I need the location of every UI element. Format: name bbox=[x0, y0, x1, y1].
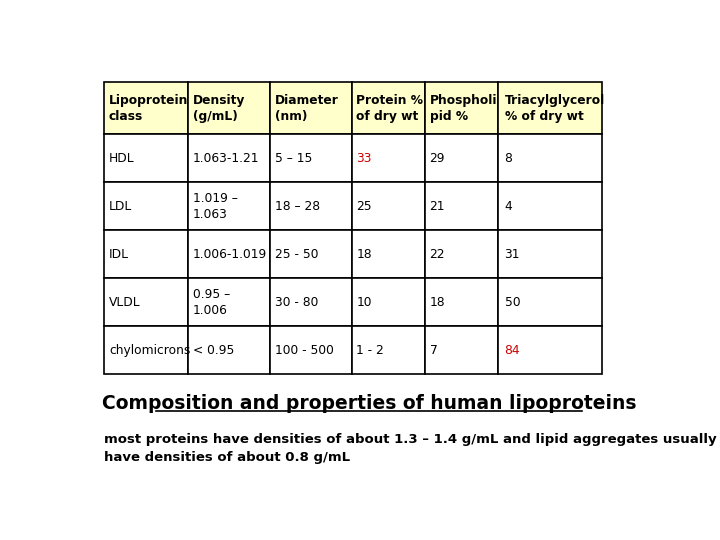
Text: Lipoprotein
class: Lipoprotein class bbox=[109, 93, 189, 123]
Text: 31: 31 bbox=[505, 248, 520, 261]
Bar bbox=[426, 134, 498, 183]
Bar bbox=[352, 278, 426, 326]
Text: 10: 10 bbox=[356, 296, 372, 309]
Bar bbox=[270, 82, 352, 134]
Bar bbox=[498, 134, 602, 183]
Bar bbox=[352, 134, 426, 183]
Text: chylomicrons: chylomicrons bbox=[109, 344, 190, 357]
Text: 4: 4 bbox=[505, 200, 513, 213]
Bar bbox=[188, 183, 270, 231]
Bar bbox=[104, 183, 188, 231]
Text: 25: 25 bbox=[356, 200, 372, 213]
Bar bbox=[188, 82, 270, 134]
Bar bbox=[426, 82, 498, 134]
Bar bbox=[188, 134, 270, 183]
Text: 1.019 –
1.063: 1.019 – 1.063 bbox=[193, 192, 238, 221]
Text: 7: 7 bbox=[430, 344, 437, 357]
Text: 0.95 –
1.006: 0.95 – 1.006 bbox=[193, 288, 230, 317]
Text: Density
(g/mL): Density (g/mL) bbox=[193, 93, 245, 123]
Bar bbox=[104, 82, 188, 134]
Text: 25 - 50: 25 - 50 bbox=[275, 248, 318, 261]
Text: 1.006-1.019: 1.006-1.019 bbox=[193, 248, 267, 261]
Text: 18: 18 bbox=[356, 248, 372, 261]
Text: 50: 50 bbox=[505, 296, 521, 309]
Text: LDL: LDL bbox=[109, 200, 132, 213]
Text: 30 - 80: 30 - 80 bbox=[275, 296, 318, 309]
Bar bbox=[270, 183, 352, 231]
Bar bbox=[426, 231, 498, 278]
Text: 1.063-1.21: 1.063-1.21 bbox=[193, 152, 259, 165]
Bar bbox=[498, 183, 602, 231]
Bar bbox=[104, 231, 188, 278]
Bar bbox=[498, 82, 602, 134]
Bar bbox=[270, 134, 352, 183]
Bar bbox=[426, 278, 498, 326]
Bar bbox=[352, 231, 426, 278]
Bar bbox=[188, 326, 270, 374]
Bar bbox=[270, 326, 352, 374]
Text: Phospholi
pid %: Phospholi pid % bbox=[430, 93, 497, 123]
Text: 21: 21 bbox=[430, 200, 445, 213]
Text: 84: 84 bbox=[505, 344, 521, 357]
Text: 29: 29 bbox=[430, 152, 445, 165]
Text: 18: 18 bbox=[430, 296, 445, 309]
Bar bbox=[426, 326, 498, 374]
Bar bbox=[352, 326, 426, 374]
Text: Triacylglycerol
% of dry wt: Triacylglycerol % of dry wt bbox=[505, 93, 605, 123]
Text: 5 – 15: 5 – 15 bbox=[275, 152, 312, 165]
Text: most proteins have densities of about 1.3 – 1.4 g/mL and lipid aggregates usuall: most proteins have densities of about 1.… bbox=[104, 433, 716, 464]
Bar bbox=[188, 278, 270, 326]
Bar bbox=[270, 231, 352, 278]
Text: 8: 8 bbox=[505, 152, 513, 165]
Text: IDL: IDL bbox=[109, 248, 129, 261]
Text: 33: 33 bbox=[356, 152, 372, 165]
Bar bbox=[498, 278, 602, 326]
Bar bbox=[104, 134, 188, 183]
Bar bbox=[352, 183, 426, 231]
Text: HDL: HDL bbox=[109, 152, 135, 165]
Bar bbox=[104, 278, 188, 326]
Bar bbox=[426, 183, 498, 231]
Text: Protein %
of dry wt: Protein % of dry wt bbox=[356, 93, 423, 123]
Text: < 0.95: < 0.95 bbox=[193, 344, 234, 357]
Bar bbox=[498, 326, 602, 374]
Bar bbox=[352, 82, 426, 134]
Bar bbox=[270, 278, 352, 326]
Text: 22: 22 bbox=[430, 248, 445, 261]
Bar bbox=[498, 231, 602, 278]
Bar bbox=[188, 231, 270, 278]
Text: 18 – 28: 18 – 28 bbox=[275, 200, 320, 213]
Text: Composition and properties of human lipoproteins: Composition and properties of human lipo… bbox=[102, 394, 636, 413]
Text: VLDL: VLDL bbox=[109, 296, 140, 309]
Text: Diameter
(nm): Diameter (nm) bbox=[275, 93, 338, 123]
Bar bbox=[104, 326, 188, 374]
Text: 1 - 2: 1 - 2 bbox=[356, 344, 384, 357]
Text: 100 - 500: 100 - 500 bbox=[275, 344, 333, 357]
